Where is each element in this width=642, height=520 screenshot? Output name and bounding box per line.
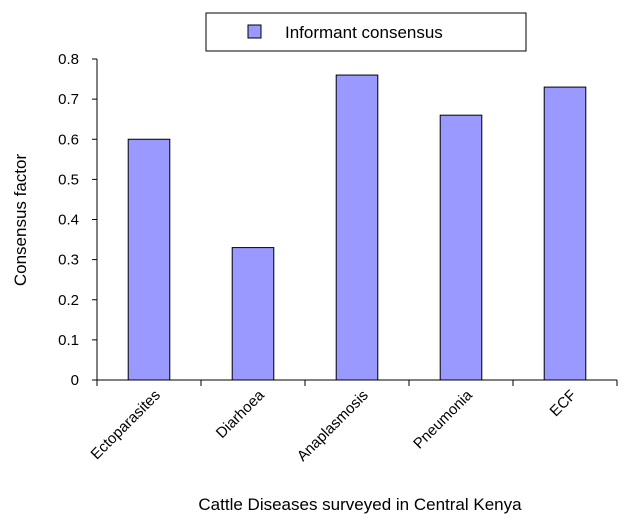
y-tick-label: 0	[71, 372, 79, 389]
bar-anaplasmosis	[335, 74, 379, 381]
legend: Informant consensus	[205, 12, 527, 52]
x-category-label: Pneumonia	[410, 386, 476, 452]
y-axis-title: Consensus factor	[11, 154, 30, 287]
x-category-label: Ectoparasites	[88, 387, 164, 463]
y-tick-label: 0.2	[58, 292, 79, 309]
y-tick-label: 0.1	[58, 332, 79, 349]
x-axis-ticks: Ectoparasites Diarhoea Anaplasmosis Pneumon…	[88, 380, 618, 465]
bar-diarhoea	[231, 247, 275, 381]
x-category-label: Anaplasmosis	[294, 387, 372, 465]
y-tick-label: 0.5	[58, 171, 79, 188]
y-tick-label: 0.4	[58, 212, 79, 229]
legend-swatch	[247, 24, 262, 39]
x-category-label: ECF	[547, 387, 580, 420]
bar-ectoparasites	[127, 138, 171, 381]
x-category-label: Diarhoea	[213, 386, 269, 442]
y-tick-label: 0.8	[58, 51, 79, 68]
bars	[127, 74, 587, 381]
x-axis-title: Cattle Diseases surveyed in Central Keny…	[198, 495, 522, 514]
y-tick-label: 0.6	[58, 131, 79, 148]
y-tick-label: 0.3	[58, 252, 79, 269]
bar-pneumonia	[439, 114, 483, 381]
y-axis-ticks: 0 0.1 0.2 0.3 0.4 0.5 0.6 0.7 0.8	[58, 51, 97, 389]
legend-label: Informant consensus	[285, 23, 443, 42]
bar-ecf	[543, 86, 587, 381]
y-tick-label: 0.7	[58, 91, 79, 108]
